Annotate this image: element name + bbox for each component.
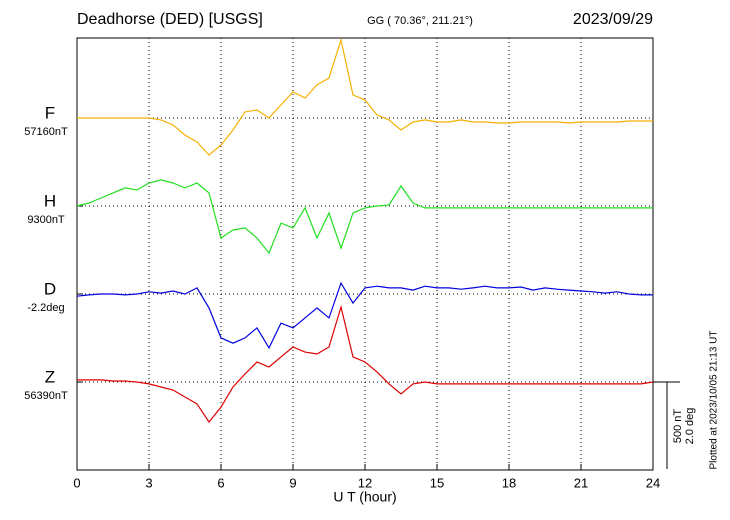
series-name: H: [44, 191, 56, 210]
x-tick-label: 12: [358, 475, 372, 490]
series-baseline-label: 57160nT: [24, 126, 68, 138]
scale-bar-label: 500 nT: [672, 409, 684, 444]
chart-title: Deadhorse (DED) [USGS]: [77, 11, 263, 28]
series-line: [76, 281, 653, 350]
x-tick-label: 21: [574, 475, 588, 490]
chart-date: 2023/09/29: [573, 11, 653, 28]
x-tick-label: 18: [502, 475, 516, 490]
series-name: D: [44, 279, 56, 298]
series-name: F: [45, 103, 55, 122]
footnote: Plotted at 2023/10/05 21:13 UT: [709, 331, 720, 470]
series-baseline-label: 9300nT: [27, 214, 65, 226]
series-baseline-label: -2.2deg: [27, 302, 64, 314]
x-tick-label: 9: [289, 475, 296, 490]
x-tick-label: 3: [145, 475, 152, 490]
series-line: [76, 179, 653, 255]
x-tick-label: 24: [646, 475, 660, 490]
x-axis-label: U T (hour): [333, 489, 396, 505]
x-tick-label: 0: [73, 475, 80, 490]
series-name: Z: [45, 367, 55, 386]
x-tick-label: 6: [217, 475, 224, 490]
x-tick-label: 15: [430, 475, 444, 490]
series-baseline-label: 56390nT: [24, 390, 68, 402]
series-line: [77, 37, 653, 156]
series-line: [77, 304, 654, 424]
chart-subtitle: GG ( 70.36°, 211.21°): [367, 15, 473, 27]
scale-bar-label: 2.0 deg: [684, 408, 696, 445]
